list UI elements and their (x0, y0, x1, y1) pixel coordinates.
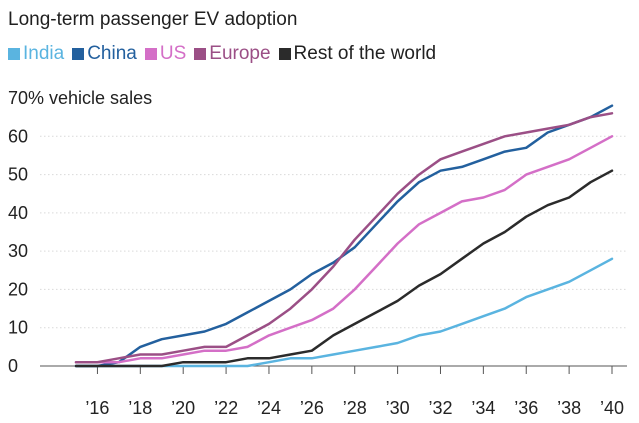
y-tick-label: 70% vehicle sales (8, 88, 152, 108)
series-line (74, 169, 614, 368)
legend-label: Europe (209, 43, 271, 64)
legend-label: India (23, 43, 65, 64)
series-line (74, 104, 614, 368)
x-tick-label: ’28 (343, 398, 367, 418)
y-tick-label: 50 (8, 165, 28, 185)
y-tick-label: 0 (8, 356, 18, 376)
x-tick-label: ’30 (386, 398, 410, 418)
x-tick-label: ’34 (471, 398, 495, 418)
y-tick-label: 40 (8, 203, 28, 223)
x-tick-label: ’32 (428, 398, 452, 418)
x-tick-label: ’20 (171, 398, 195, 418)
x-tick-label: ’16 (85, 398, 109, 418)
x-tick-label: ’18 (128, 398, 152, 418)
legend-label: Rest of the world (293, 43, 437, 64)
legend-swatch (278, 48, 291, 60)
legend-item: Europe (194, 43, 271, 65)
legend-item: India (8, 43, 64, 65)
legend-item: Rest of the world (278, 43, 437, 65)
legend-swatch (8, 48, 20, 60)
x-tick-label: ’24 (257, 398, 281, 418)
series-line (74, 112, 614, 364)
x-tick-label: ’36 (514, 398, 538, 418)
y-tick-label: 60 (8, 126, 28, 146)
legend-swatch (144, 48, 157, 60)
x-tick-label: ’40 (600, 398, 624, 418)
legend-label: US (159, 43, 187, 64)
series-line (74, 135, 614, 364)
series-line (74, 257, 614, 368)
x-tick-label: ’22 (214, 398, 238, 418)
legend-swatch (194, 48, 207, 60)
chart-legend: India China US Europe Rest of the world (8, 43, 436, 65)
y-tick-label: 10 (8, 318, 28, 338)
y-tick-label: 30 (8, 241, 28, 261)
legend-item: China (72, 43, 137, 65)
legend-swatch (72, 48, 85, 60)
x-tick-label: ’26 (300, 398, 324, 418)
y-tick-label: 20 (8, 279, 28, 299)
chart-title: Long-term passenger EV adoption (8, 9, 298, 30)
legend-item: US (144, 43, 187, 65)
legend-label: China (87, 43, 137, 64)
x-tick-label: ’38 (557, 398, 581, 418)
